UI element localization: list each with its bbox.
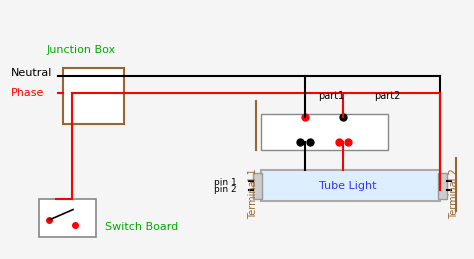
Text: pin 2: pin 2	[214, 185, 237, 194]
Text: Terminal 2: Terminal 2	[449, 168, 459, 219]
Bar	[39, 199, 96, 237]
Text: Junction Box: Junction Box	[47, 45, 116, 55]
Text: part1: part1	[318, 91, 345, 101]
Text: part2: part2	[374, 91, 401, 101]
Text: Tube Light: Tube Light	[319, 181, 376, 191]
Bar	[261, 170, 439, 201]
Text: Phase: Phase	[11, 88, 44, 98]
Text: Neutral: Neutral	[11, 68, 52, 78]
Bar	[438, 173, 447, 199]
Text: Terminal 1: Terminal 1	[248, 168, 258, 219]
Text: Switch Board: Switch Board	[105, 222, 178, 232]
Bar	[261, 114, 388, 150]
Bar	[254, 173, 262, 199]
Text: pin 1: pin 1	[214, 177, 237, 186]
Bar	[63, 68, 124, 124]
